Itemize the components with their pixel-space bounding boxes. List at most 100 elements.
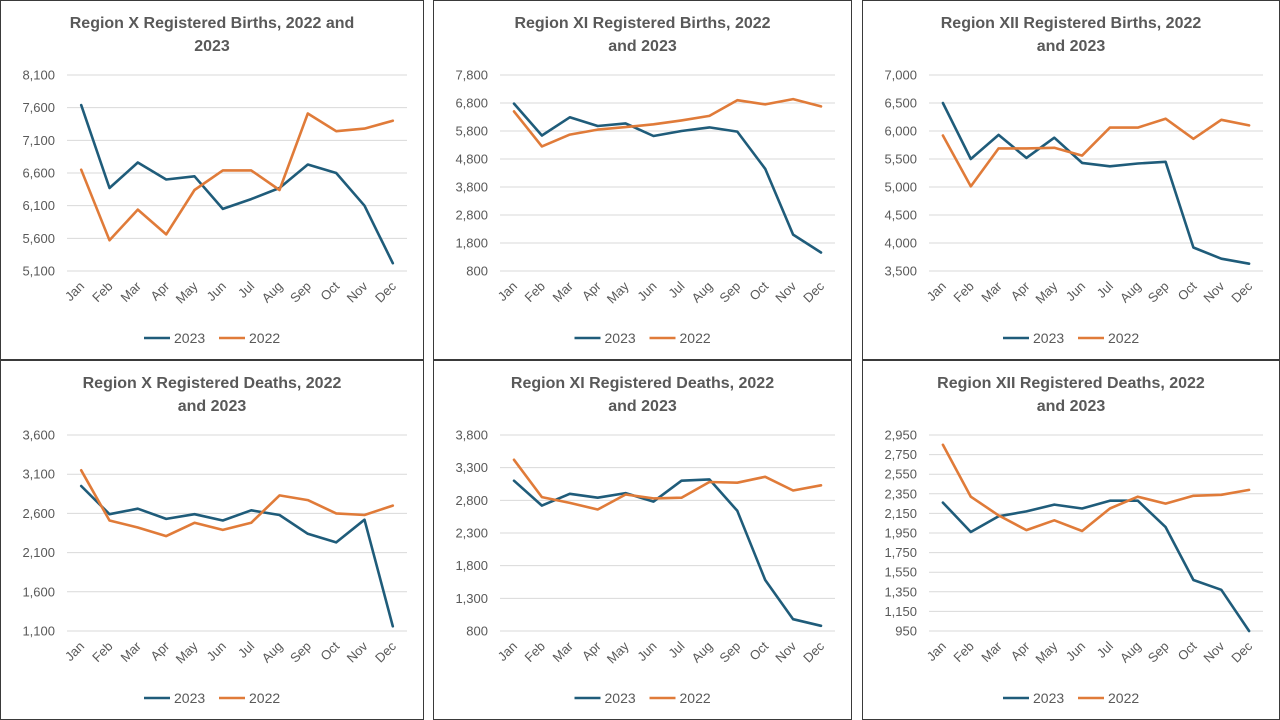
chart-panel-region-xi-births: Region XI Registered Births, 2022 and 202…	[433, 0, 852, 360]
chart-panel-region-xii-births: Region XII Registered Births, 2022 and 20…	[862, 0, 1280, 360]
y-tick-label: 2,600	[22, 506, 55, 521]
x-tick-label: Jan	[924, 639, 949, 664]
y-tick-label: 1,550	[884, 565, 917, 580]
x-tick-label: May	[173, 638, 201, 666]
x-tick-label: Feb	[950, 639, 976, 665]
y-tick-label: 950	[895, 624, 917, 639]
chart-title: Region X Registered Births, 2022 and	[70, 15, 355, 32]
y-tick-label: 6,600	[22, 166, 55, 181]
y-tick-label: 1,150	[884, 604, 917, 619]
x-tick-label: Nov	[344, 278, 371, 305]
legend-label: 2022	[1108, 330, 1139, 346]
y-tick-label: 3,100	[22, 467, 55, 482]
x-tick-label: Dec	[800, 278, 827, 305]
x-tick-label: Dec	[800, 638, 827, 665]
series-line-2023	[512, 478, 823, 628]
y-tick-label: 7,000	[884, 68, 917, 83]
y-tick-label: 5,000	[884, 180, 917, 195]
legend-label: 2023	[1033, 330, 1064, 346]
y-tick-label: 2,150	[884, 506, 917, 521]
x-tick-label: Jun	[1063, 639, 1088, 664]
y-tick-label: 2,550	[884, 467, 917, 482]
y-tick-label: 4,800	[455, 152, 488, 167]
legend-label: 2022	[680, 690, 711, 706]
chart-panel-region-x-births: Region X Registered Births, 2022 and 2023…	[0, 0, 424, 360]
x-tick-label: Feb	[522, 639, 548, 665]
x-tick-label: Sep	[1145, 279, 1172, 306]
x-tick-label: Jan	[62, 279, 87, 304]
x-tick-label: Feb	[89, 639, 115, 665]
x-tick-label: Oct	[317, 638, 342, 663]
series-line-2023	[941, 101, 1251, 266]
x-tick-label: Jul	[665, 278, 687, 300]
legend-label: 2022	[1108, 690, 1139, 706]
x-tick-label: Jul	[235, 638, 257, 660]
x-tick-label: May	[604, 278, 632, 306]
chart-title: Region X Registered Deaths, 2022	[83, 375, 342, 392]
chart-title: and 2023	[608, 38, 677, 55]
y-tick-label: 5,600	[22, 231, 55, 246]
y-tick-label: 5,800	[455, 124, 488, 139]
y-tick-label: 1,950	[884, 526, 917, 541]
legend-label: 2023	[1033, 690, 1064, 706]
y-tick-label: 3,600	[22, 428, 55, 443]
x-tick-label: Sep	[1145, 639, 1172, 666]
x-tick-label: Jun	[204, 279, 229, 304]
x-tick-label: Aug	[259, 279, 286, 306]
y-tick-label: 2,750	[884, 447, 917, 462]
y-tick-label: 5,500	[884, 152, 917, 167]
series-line-2023	[941, 499, 1251, 633]
y-tick-label: 1,750	[884, 545, 917, 560]
series-line-2022	[941, 443, 1251, 533]
chart-panel-region-xi-deaths: Region XI Registered Deaths, 2022 and 202…	[433, 360, 852, 720]
line-chart-svg: Region XII Registered Deaths, 2022 and 20…	[884, 375, 1263, 706]
x-tick-label: Jul	[665, 638, 687, 660]
series-line-2022	[512, 458, 823, 511]
x-tick-label: Jan	[495, 279, 520, 304]
x-tick-label: Dec	[1228, 638, 1255, 665]
x-tick-label: Jan	[62, 639, 87, 664]
x-tick-label: Oct	[746, 278, 771, 303]
y-tick-label: 5,100	[22, 264, 55, 279]
x-tick-label: Nov	[772, 278, 799, 305]
chart-title: and 2023	[608, 398, 677, 415]
x-tick-label: Nov	[344, 638, 371, 665]
series-line-2022	[79, 112, 395, 242]
x-tick-label: Aug	[1117, 279, 1144, 306]
x-tick-label: May	[604, 638, 632, 666]
y-tick-label: 3,800	[455, 180, 488, 195]
x-tick-label: Aug	[259, 639, 286, 666]
x-tick-label: Apr	[1008, 278, 1033, 303]
x-tick-label: Mar	[118, 278, 145, 305]
y-tick-label: 1,800	[455, 558, 488, 573]
legend-label: 2022	[680, 330, 711, 346]
x-tick-label: Jan	[924, 279, 949, 304]
x-tick-label: Oct	[1175, 638, 1200, 663]
x-tick-label: Dec	[372, 278, 399, 305]
x-tick-label: Oct	[317, 278, 342, 303]
x-tick-label: Feb	[950, 279, 976, 305]
y-tick-label: 6,500	[884, 96, 917, 111]
x-tick-label: Apr	[1008, 638, 1033, 663]
x-tick-label: Nov	[772, 638, 799, 665]
x-tick-label: Apr	[147, 278, 172, 303]
series-line-2022	[512, 97, 823, 148]
y-tick-label: 2,800	[455, 493, 488, 508]
y-tick-label: 2,350	[884, 486, 917, 501]
chart-panel-region-xii-deaths: Region XII Registered Deaths, 2022 and 20…	[862, 360, 1280, 720]
y-tick-label: 8,100	[22, 68, 55, 83]
x-tick-label: Jul	[1094, 278, 1116, 300]
y-tick-label: 3,500	[884, 264, 917, 279]
y-tick-label: 3,800	[455, 428, 488, 443]
y-tick-label: 4,500	[884, 208, 917, 223]
y-tick-label: 4,000	[884, 236, 917, 251]
x-tick-label: Nov	[1200, 278, 1227, 305]
chart-title: 2023	[194, 38, 230, 55]
x-tick-label: Oct	[746, 638, 771, 663]
x-tick-label: Mar	[549, 638, 576, 665]
series-line-2023	[79, 103, 395, 265]
y-tick-label: 2,100	[22, 545, 55, 560]
x-tick-label: Jun	[204, 639, 229, 664]
line-chart-svg: Region X Registered Deaths, 2022 and 2023…	[22, 375, 407, 706]
x-tick-label: Sep	[716, 639, 743, 666]
